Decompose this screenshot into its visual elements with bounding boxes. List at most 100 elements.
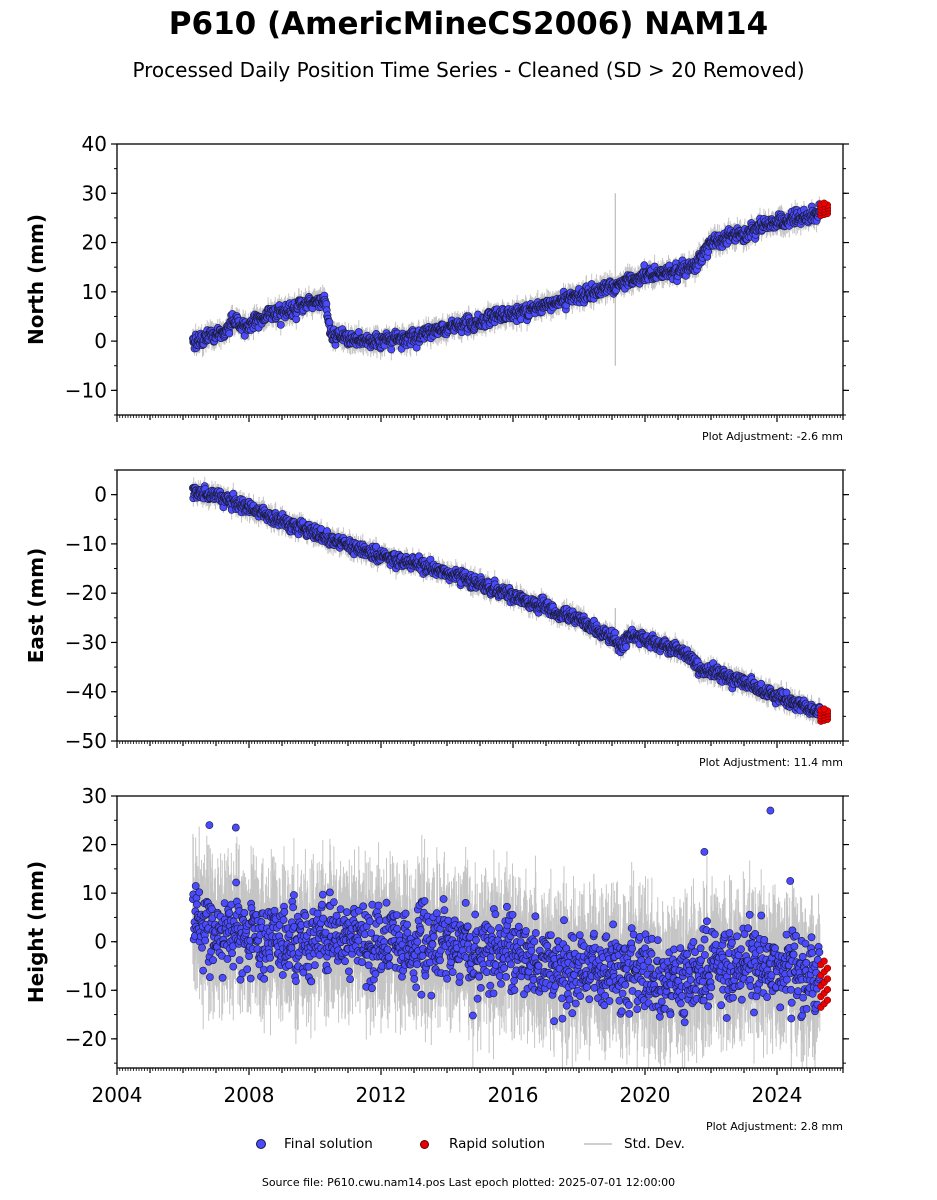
final-point (225, 909, 234, 917)
y-axis-label: North (mm) (24, 214, 48, 345)
final-point (307, 977, 316, 986)
final-point (583, 983, 591, 991)
panel-1: −50 −40 −30 −20 −10 0 East (mm) Plot Adjustment… (24, 469, 849, 769)
final-point (259, 965, 268, 974)
y-tick-label: 0 (94, 329, 107, 353)
final-point (236, 975, 245, 984)
final-point (225, 329, 234, 338)
final-point (384, 953, 393, 962)
final-solution-points (188, 482, 824, 719)
final-point (416, 926, 425, 934)
final-point (497, 980, 505, 988)
final-point (228, 949, 236, 958)
final-point (486, 981, 495, 990)
final-point (436, 956, 444, 965)
final-point (218, 973, 227, 982)
final-point (476, 984, 485, 992)
final-point (260, 975, 269, 983)
final-point (279, 916, 288, 924)
y-tick-label: 0 (94, 483, 107, 507)
final-point (506, 960, 515, 969)
final-point (301, 911, 310, 920)
final-point (571, 999, 580, 1008)
final-point (310, 961, 319, 969)
y-tick-label: −30 (65, 630, 107, 654)
final-point (531, 912, 540, 921)
final-point (461, 899, 470, 907)
final-point (646, 964, 655, 973)
final-point (401, 909, 410, 918)
final-point (427, 991, 436, 1000)
final-point (359, 902, 368, 911)
data-layer-2 (188, 806, 832, 1068)
final-point (341, 957, 349, 966)
data-layer-1 (188, 476, 832, 725)
final-point (547, 931, 555, 939)
final-point (622, 642, 630, 651)
final-point (344, 967, 353, 976)
y-tick-label: −50 (65, 729, 107, 753)
final-point (374, 901, 383, 910)
y-tick-label: −20 (65, 581, 107, 605)
final-point (410, 975, 419, 983)
y-tick-label: 40 (82, 132, 107, 156)
final-point (342, 908, 351, 917)
y-tick-label: 20 (82, 231, 107, 255)
final-point (550, 1017, 558, 1026)
final-point (633, 1005, 642, 1013)
chart-title: P610 (AmericMineCS2006) NAM14 (168, 6, 769, 42)
final-point (367, 984, 376, 993)
chart-subtitle: Processed Daily Position Time Series - C… (132, 58, 805, 82)
rapid-point (820, 199, 828, 207)
rapid-point (820, 705, 828, 713)
final-point (270, 906, 279, 915)
final-point (266, 953, 274, 962)
y-tick-label: −10 (65, 532, 107, 556)
final-point (527, 946, 536, 955)
final-point (486, 953, 495, 962)
final-point (243, 965, 252, 974)
final-point (392, 911, 401, 919)
final-point (232, 878, 240, 887)
final-point (403, 920, 411, 929)
final-point (205, 973, 214, 981)
final-point (428, 940, 437, 949)
axes-frame-0 (116, 143, 844, 416)
final-point (199, 966, 208, 975)
final-point (382, 898, 391, 907)
final-point (285, 961, 293, 970)
final-point (304, 963, 313, 971)
final-point (531, 929, 540, 937)
final-point (473, 994, 482, 1003)
final-point (502, 973, 510, 981)
final-point (615, 996, 624, 1005)
y-tick-label: −10 (65, 378, 107, 402)
final-point (487, 926, 495, 934)
final-point (329, 898, 338, 906)
final-point (468, 1011, 477, 1020)
final-solution-points (188, 200, 824, 354)
y-tick-label: −40 (65, 680, 107, 704)
final-point (420, 897, 429, 905)
final-point (393, 924, 402, 933)
final-point (514, 922, 523, 931)
panel-0: −10 0 10 20 30 40 North (mm) Plot Adjustment: -… (24, 132, 849, 443)
final-point (621, 980, 630, 989)
final-point (625, 1010, 634, 1018)
plot-adjustment-label: Plot Adjustment: -2.6 mm (702, 430, 843, 443)
final-point (240, 909, 249, 917)
final-point (602, 932, 611, 941)
final-point (463, 922, 472, 931)
final-point (644, 957, 653, 966)
final-point (280, 908, 289, 916)
final-point (387, 345, 396, 354)
final-point (209, 956, 217, 965)
y-tick-label: 30 (82, 181, 107, 205)
final-point (489, 989, 498, 998)
final-point (475, 972, 484, 981)
final-point (413, 937, 422, 946)
final-point (471, 910, 480, 919)
final-point (558, 1014, 567, 1023)
